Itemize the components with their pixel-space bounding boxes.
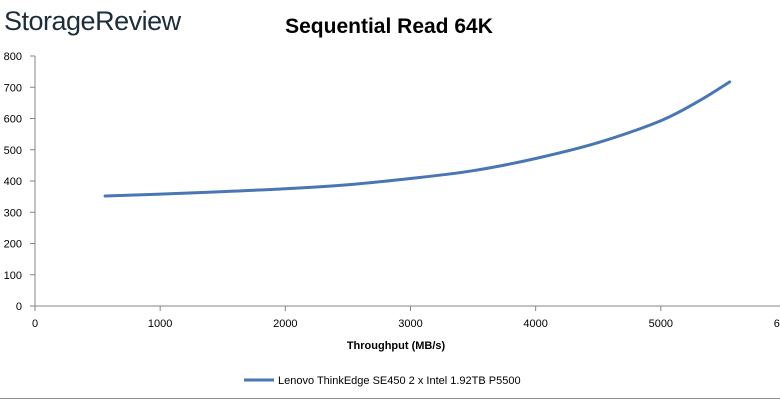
- y-tick-label: 200: [4, 239, 22, 251]
- y-tick-label: 500: [4, 145, 22, 157]
- legend: Lenovo ThinkEdge SE450 2 x Intel 1.92TB …: [244, 375, 521, 387]
- data-point: [728, 80, 731, 84]
- y-tick-label: 100: [4, 270, 22, 282]
- x-tick-label: 6000: [774, 318, 780, 330]
- data-point: [697, 100, 700, 103]
- y-tick-label: 300: [4, 207, 22, 219]
- data-point: [409, 177, 412, 180]
- series-line: [103, 80, 732, 198]
- data-point: [159, 192, 162, 196]
- x-axis-label: Throughput (MB/s): [347, 340, 446, 352]
- x-tick-label: 0: [32, 318, 38, 330]
- data-point: [597, 141, 600, 144]
- data-point: [221, 190, 224, 193]
- data-point: [534, 157, 537, 160]
- y-axis-ticks: 0 100 200 300 400 500 600 700 800: [4, 51, 35, 313]
- legend-label: Lenovo ThinkEdge SE450 2 x Intel 1.92TB …: [278, 375, 521, 387]
- x-tick-label: 1000: [148, 318, 172, 330]
- x-axis-ticks: 0 1000 2000 3000 4000 5000 6000: [32, 306, 780, 330]
- x-tick-label: 4000: [523, 318, 547, 330]
- y-tick-label: 700: [4, 82, 22, 94]
- series-layer: [103, 80, 732, 198]
- data-point: [103, 194, 107, 198]
- chart-title: Sequential Read 64K: [285, 15, 493, 38]
- data-point: [659, 119, 662, 122]
- x-tick-label: 2000: [273, 318, 297, 330]
- x-tick-label: 5000: [649, 318, 673, 330]
- data-point: [471, 169, 475, 172]
- x-tick-label: 3000: [398, 318, 422, 330]
- y-tick-label: 800: [4, 51, 22, 63]
- y-tick-label: 600: [4, 114, 22, 126]
- data-point: [346, 183, 350, 186]
- y-tick-label: 400: [4, 176, 22, 188]
- storagereview-logo: StorageReview: [4, 6, 182, 36]
- data-point: [284, 187, 287, 190]
- y-tick-label: 0: [16, 301, 22, 313]
